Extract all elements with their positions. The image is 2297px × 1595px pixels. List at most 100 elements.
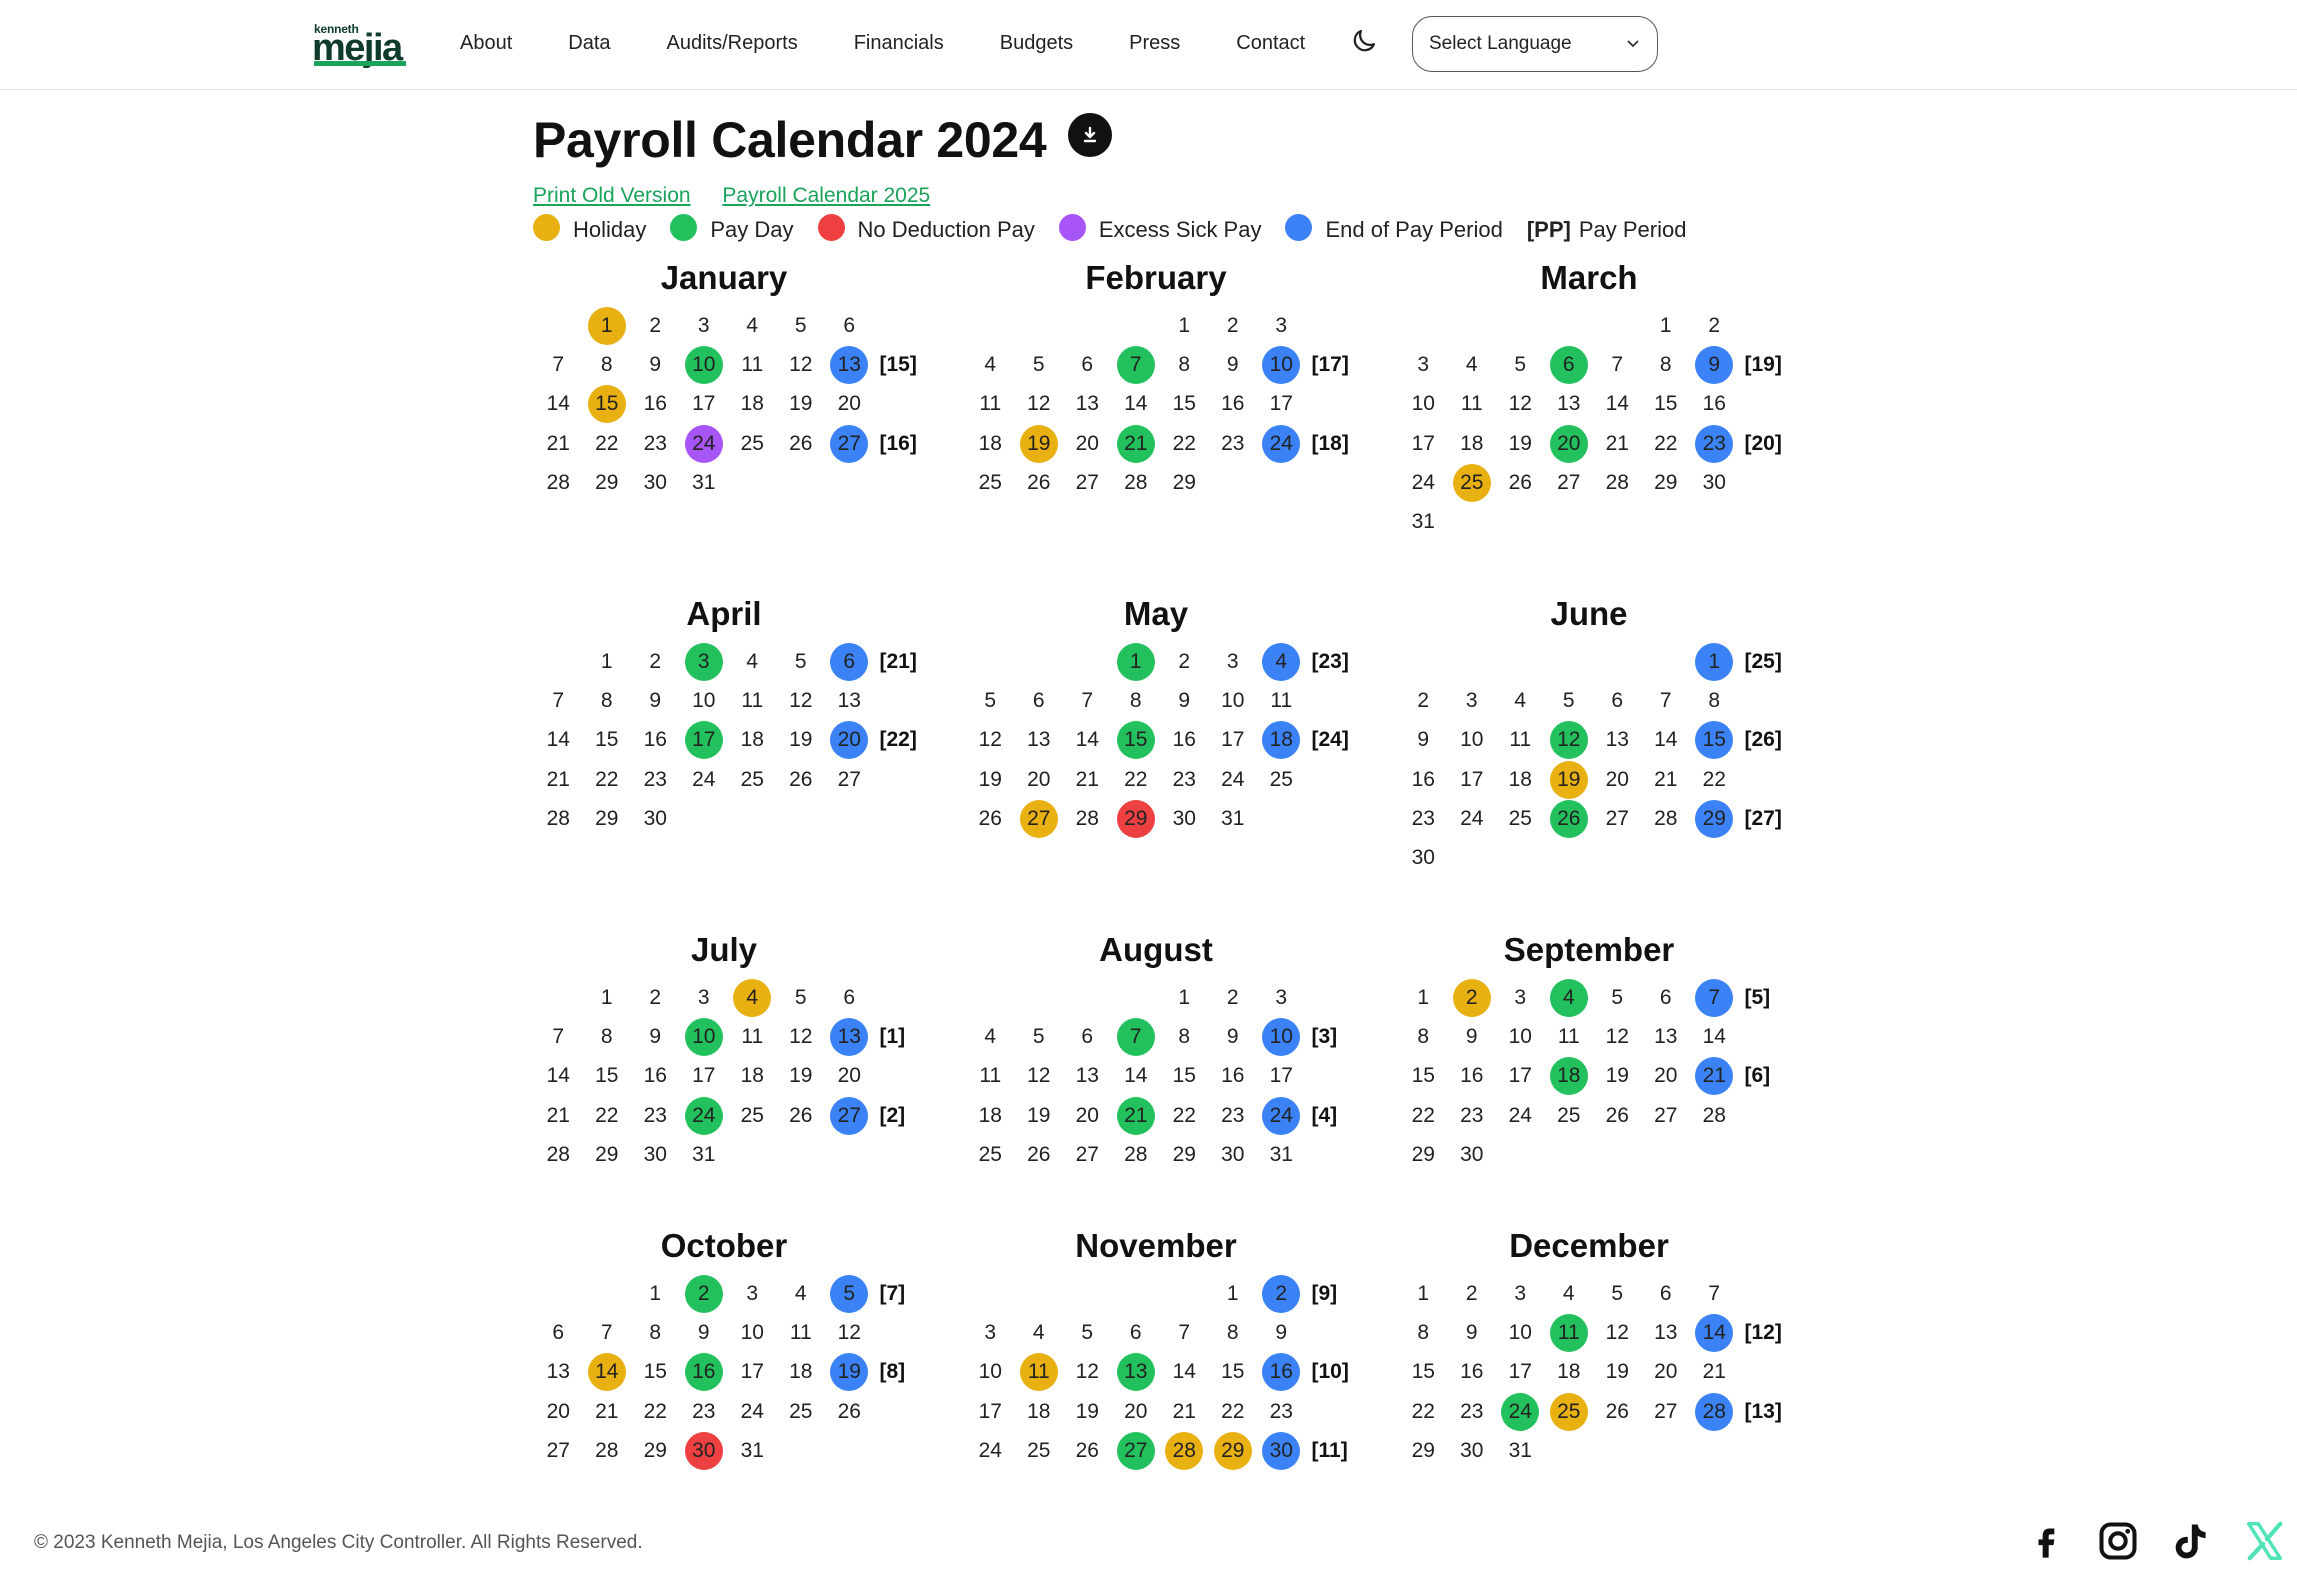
day-number: 20 <box>1654 1064 1678 1088</box>
day-number: 8 <box>600 1024 613 1048</box>
nav-press[interactable]: Press <box>1129 31 1181 54</box>
day-number: 23 <box>643 431 667 455</box>
day-cell: 20 <box>1642 1057 1691 1096</box>
day-number: 8 <box>1708 688 1721 712</box>
print-old-version-link[interactable]: Print Old Version <box>533 184 691 207</box>
day-cell: 24 <box>1399 463 1448 502</box>
day-number: 13 <box>1654 1320 1678 1344</box>
day-number: 13 <box>1654 1024 1678 1048</box>
day-number: 11 <box>979 1064 1002 1088</box>
day-cell: 17 <box>1496 1057 1545 1096</box>
empty-day-cell <box>1063 978 1112 1017</box>
day-cell: 16 <box>1448 1353 1497 1392</box>
day-cell: 18 <box>728 385 777 424</box>
day-number: 22 <box>1411 1399 1435 1423</box>
day-cell: 31 <box>680 1135 729 1174</box>
facebook-icon[interactable] <box>2026 1518 2066 1564</box>
day-cell: 24 <box>1209 760 1258 799</box>
day-cell: 12 <box>777 1017 826 1056</box>
day-number: 12 <box>1605 1320 1629 1344</box>
day-number: 16 <box>1702 392 1726 416</box>
empty-day-cell <box>1496 1135 1545 1174</box>
legend-payday: Pay Day <box>670 213 794 243</box>
site-logo[interactable]: kenneth mejia <box>312 22 412 68</box>
nav-financials[interactable]: Financials <box>853 31 944 54</box>
empty-day-cell <box>1642 838 1691 877</box>
day-number: 30 <box>1460 1438 1484 1462</box>
day-cell: 2 <box>1448 1274 1497 1313</box>
day-cell: 6 <box>825 306 874 345</box>
language-select[interactable]: Select Language <box>1412 16 1658 72</box>
day-number-endpp: 20 <box>830 721 869 760</box>
day-number: 22 <box>1172 1103 1196 1127</box>
day-cell: 4 <box>1448 345 1497 384</box>
day-cell: 29 <box>583 799 632 838</box>
nav-contact[interactable]: Contact <box>1236 31 1306 54</box>
day-number: 1 <box>600 985 613 1009</box>
day-number: 10 <box>1460 728 1484 752</box>
day-number: 16 <box>643 728 667 752</box>
day-number: 26 <box>837 1399 861 1423</box>
day-cell: 31 <box>1209 799 1258 838</box>
nav-audits-reports[interactable]: Audits/Reports <box>666 31 798 54</box>
day-cell: 18 <box>728 721 777 760</box>
day-cell: 6 <box>1063 1017 1112 1056</box>
day-number: 1 <box>1178 985 1191 1009</box>
day-number: 19 <box>978 767 1002 791</box>
day-number: 12 <box>1075 1360 1099 1384</box>
empty-day-cell <box>966 1274 1015 1313</box>
day-cell: 8 <box>1690 681 1739 720</box>
day-cell: 4 <box>1257 642 1306 681</box>
day-number: 24 <box>1508 1103 1532 1127</box>
day-cell: 28 <box>583 1431 632 1470</box>
day-number: 29 <box>1411 1438 1435 1462</box>
tiktok-icon[interactable] <box>2168 1518 2212 1564</box>
day-cell: 26 <box>777 424 826 463</box>
day-number-endpp: 28 <box>1695 1392 1734 1431</box>
empty-day-cell <box>1642 642 1691 681</box>
nav-data[interactable]: Data <box>568 31 611 54</box>
day-cell: 3 <box>1257 978 1306 1017</box>
day-number: 26 <box>1605 1103 1629 1127</box>
day-cell: 14 <box>1112 1057 1161 1096</box>
day-cell: 26 <box>777 1096 826 1135</box>
day-cell: 5 <box>825 1274 874 1313</box>
month-name: August <box>1099 931 1213 968</box>
nav-about[interactable]: About <box>460 31 513 54</box>
day-number: 23 <box>692 1399 716 1423</box>
x-icon[interactable] <box>2242 1518 2288 1564</box>
instagram-icon[interactable] <box>2096 1518 2140 1564</box>
nav-budgets[interactable]: Budgets <box>999 31 1074 54</box>
pay-period-label <box>874 1313 934 1352</box>
day-cell: 22 <box>1642 424 1691 463</box>
holiday-dot-icon <box>533 213 560 241</box>
day-number: 2 <box>649 985 662 1009</box>
day-cell: 14 <box>1690 1313 1739 1352</box>
language-select-label: Select Language <box>1429 33 1572 54</box>
month-days-grid: 1 2 3 4 5 6 7 8 9 10 11 12 13 14 [12] 15 16 17 18 19 20 21 22 2… <box>1399 1274 1799 1470</box>
day-cell: 22 <box>1399 1392 1448 1431</box>
download-button[interactable] <box>1068 113 1112 157</box>
payroll-calendar-2025-link[interactable]: Payroll Calendar 2025 <box>722 184 931 207</box>
day-number: 12 <box>789 1024 813 1048</box>
day-number: 19 <box>789 728 813 752</box>
day-number-holiday: 19 <box>1549 760 1588 799</box>
day-cell: 7 <box>534 345 583 384</box>
day-number-holiday: 29 <box>1213 1431 1252 1470</box>
day-cell: 17 <box>680 385 729 424</box>
day-number-payday: 27 <box>1116 1431 1155 1470</box>
day-cell: 23 <box>1160 760 1209 799</box>
day-number: 5 <box>1611 985 1624 1009</box>
day-number: 30 <box>1172 806 1196 830</box>
day-number: 13 <box>837 688 861 712</box>
day-number: 30 <box>1221 1142 1245 1166</box>
day-number: 26 <box>789 431 813 455</box>
day-cell: 28 <box>1112 1135 1161 1174</box>
legend-pp-code: [PP] <box>1526 217 1571 242</box>
day-number: 27 <box>1557 470 1581 494</box>
month-name: October <box>660 1227 788 1264</box>
day-number: 16 <box>643 1064 667 1088</box>
day-cell: 29 <box>1399 1135 1448 1174</box>
dark-mode-toggle-icon[interactable] <box>1349 26 1379 56</box>
day-number: 4 <box>984 1024 997 1048</box>
